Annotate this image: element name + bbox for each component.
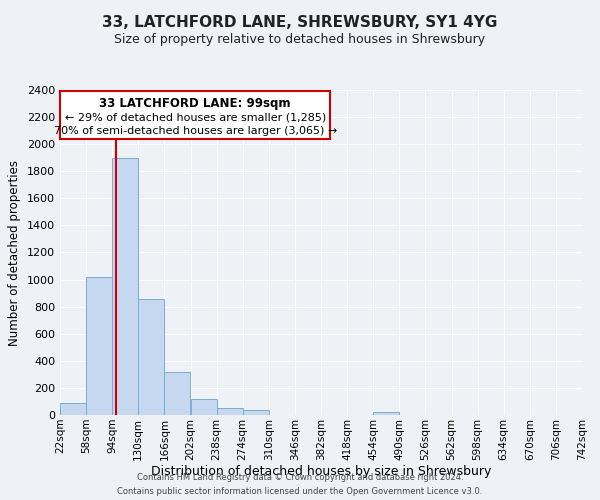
Bar: [86, 277, 112, 415]
Bar: [60, 403, 86, 415]
Bar: [164, 372, 190, 415]
Text: 33 LATCHFORD LANE: 99sqm: 33 LATCHFORD LANE: 99sqm: [100, 97, 291, 110]
Text: Contains public sector information licensed under the Open Government Licence v3: Contains public sector information licen…: [118, 486, 482, 496]
Text: Size of property relative to detached houses in Shrewsbury: Size of property relative to detached ho…: [115, 32, 485, 46]
Text: Contains HM Land Registry data © Crown copyright and database right 2024.: Contains HM Land Registry data © Crown c…: [137, 473, 463, 482]
Text: ← 29% of detached houses are smaller (1,285): ← 29% of detached houses are smaller (1,…: [65, 112, 326, 122]
Bar: [139, 298, 164, 415]
Bar: [217, 408, 242, 415]
Bar: [112, 158, 138, 415]
X-axis label: Distribution of detached houses by size in Shrewsbury: Distribution of detached houses by size …: [151, 466, 491, 478]
Bar: [373, 412, 400, 415]
Y-axis label: Number of detached properties: Number of detached properties: [8, 160, 22, 346]
Text: 33, LATCHFORD LANE, SHREWSBURY, SY1 4YG: 33, LATCHFORD LANE, SHREWSBURY, SY1 4YG: [103, 15, 497, 30]
Bar: [191, 400, 217, 415]
Bar: [242, 410, 269, 415]
Text: 70% of semi-detached houses are larger (3,065) →: 70% of semi-detached houses are larger (…: [53, 126, 337, 136]
FancyBboxPatch shape: [60, 92, 331, 140]
